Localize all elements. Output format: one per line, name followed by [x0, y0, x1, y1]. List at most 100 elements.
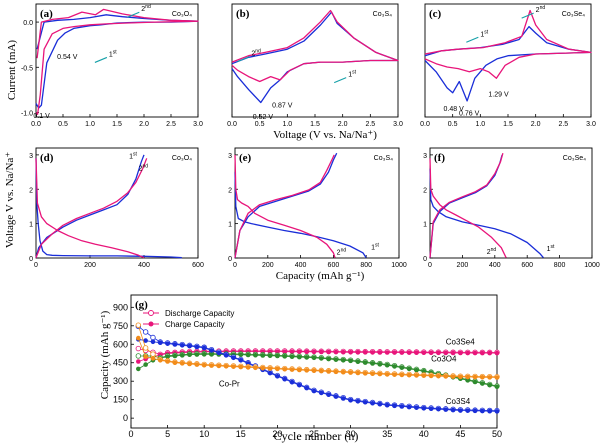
charge-point — [399, 404, 405, 409]
charge-point — [443, 350, 449, 356]
charge-point — [494, 350, 500, 356]
charge-point — [384, 350, 390, 355]
charge-point — [165, 341, 170, 346]
y-tick-label: 0 — [423, 256, 427, 263]
charge-point — [362, 350, 368, 355]
cv-y-axis-label: Current (mA) — [6, 40, 18, 101]
gcd-x-axis-label: Capacity (mAh g⁻¹) — [276, 270, 365, 282]
charge-point — [289, 379, 295, 385]
charge-point — [406, 366, 412, 372]
x-tick-label: 1.5 — [112, 121, 122, 128]
charge-point — [414, 373, 419, 378]
series-label: Co3O4 — [431, 355, 457, 364]
legend-marker — [148, 310, 154, 316]
panel-material-label: Co₃S₄ — [374, 155, 393, 162]
x-tick-label: 2.0 — [139, 121, 149, 128]
charge-point — [355, 350, 361, 355]
charge-point — [428, 350, 434, 356]
charge-point — [436, 406, 441, 412]
charge-point — [245, 352, 251, 358]
charge-point — [472, 350, 478, 356]
charge-point — [494, 375, 500, 380]
charge-point — [428, 373, 434, 379]
charge-point — [201, 352, 207, 357]
x-tick-label: 1.0 — [282, 121, 292, 128]
charge-point — [311, 368, 317, 374]
charge-point — [494, 409, 500, 414]
discharge-point — [142, 345, 149, 351]
x-tick-label: 400 — [489, 262, 501, 269]
charge-point — [172, 353, 178, 359]
y-tick-label: 0 — [29, 256, 33, 263]
charge-point — [275, 373, 280, 379]
charge-point — [209, 352, 214, 357]
charge-point — [267, 370, 273, 376]
charge-point — [319, 368, 324, 374]
charge-point — [304, 355, 309, 360]
charge-point — [370, 350, 375, 355]
y-tick-label: 750 — [113, 321, 128, 331]
x-tick-label: 30 — [346, 429, 356, 439]
cv-x-axis-label: Voltage (V vs. Na/Na⁺) — [273, 129, 377, 141]
charge-point — [157, 357, 163, 363]
panel-material-label: Co₃S₄ — [373, 11, 392, 18]
charge-point — [384, 402, 390, 408]
plot-frame — [35, 147, 199, 259]
cycle-label: 1st — [547, 244, 555, 253]
x-tick-label: 0.5 — [58, 121, 68, 128]
charge-point — [143, 354, 148, 359]
gcd-y-axis-label: Voltage V vs. Na/Na⁺ — [4, 152, 16, 248]
charge-point — [231, 364, 236, 369]
y-tick-label: 3 — [228, 153, 232, 160]
charge-point — [348, 397, 353, 403]
x-tick-label: 3.0 — [586, 121, 596, 128]
charge-point — [480, 381, 485, 386]
x-tick-label: 10 — [199, 429, 209, 439]
panel-e: 0 200 400 600 800 1000 0 1 2 3 (e) Co₃S₄ 2nd 1st — [228, 147, 407, 269]
charge-point — [326, 356, 331, 362]
charge-point — [392, 403, 397, 409]
charge-point — [487, 408, 492, 414]
charge-point — [355, 370, 361, 376]
series-label: Co-Pr — [219, 380, 240, 389]
gcd-curve-2nd-charge — [429, 153, 504, 258]
arrow-line — [333, 77, 347, 84]
charge-point — [421, 373, 427, 378]
charge-point — [362, 399, 368, 405]
y-tick-label: 3 — [423, 153, 427, 160]
x-tick-label: 0 — [34, 262, 38, 269]
y-tick-label: 2 — [228, 187, 232, 194]
x-tick-label: 0.5 — [255, 121, 265, 128]
charge-point — [436, 373, 441, 379]
discharge-point — [142, 329, 149, 335]
charge-point — [201, 362, 207, 368]
charge-point — [194, 352, 200, 357]
cycle-label: 2nd — [251, 49, 261, 58]
cv-curve-1st — [231, 11, 399, 104]
charge-point — [443, 374, 449, 379]
charge-point — [143, 338, 148, 343]
gcd-curve-1st-discharge — [234, 172, 367, 259]
cycle-label: 1st — [480, 29, 488, 38]
charge-point — [216, 363, 222, 369]
y-tick-label: 600 — [113, 339, 128, 349]
x-tick-label: 2.0 — [531, 121, 541, 128]
charge-point — [333, 369, 339, 375]
x-tick-label: 400 — [295, 262, 307, 269]
gcd-curve-2nd-charge — [35, 158, 148, 258]
charge-point — [289, 367, 295, 372]
y-tick-label: 2 — [29, 187, 33, 194]
charge-point — [406, 404, 412, 410]
charge-point — [253, 365, 258, 371]
peak-label: 0.54 V — [57, 54, 78, 61]
charge-point — [487, 375, 492, 380]
gcd-curve-2nd-discharge — [35, 158, 145, 259]
y-tick-label: 150 — [113, 395, 128, 405]
discharge-line — [138, 326, 498, 411]
charge-point — [480, 374, 485, 380]
charge-point — [179, 361, 185, 366]
x-tick-label: 2.5 — [558, 121, 568, 128]
x-tick-label: 5 — [165, 429, 170, 439]
gcd-curve-2nd-discharge — [234, 154, 336, 258]
